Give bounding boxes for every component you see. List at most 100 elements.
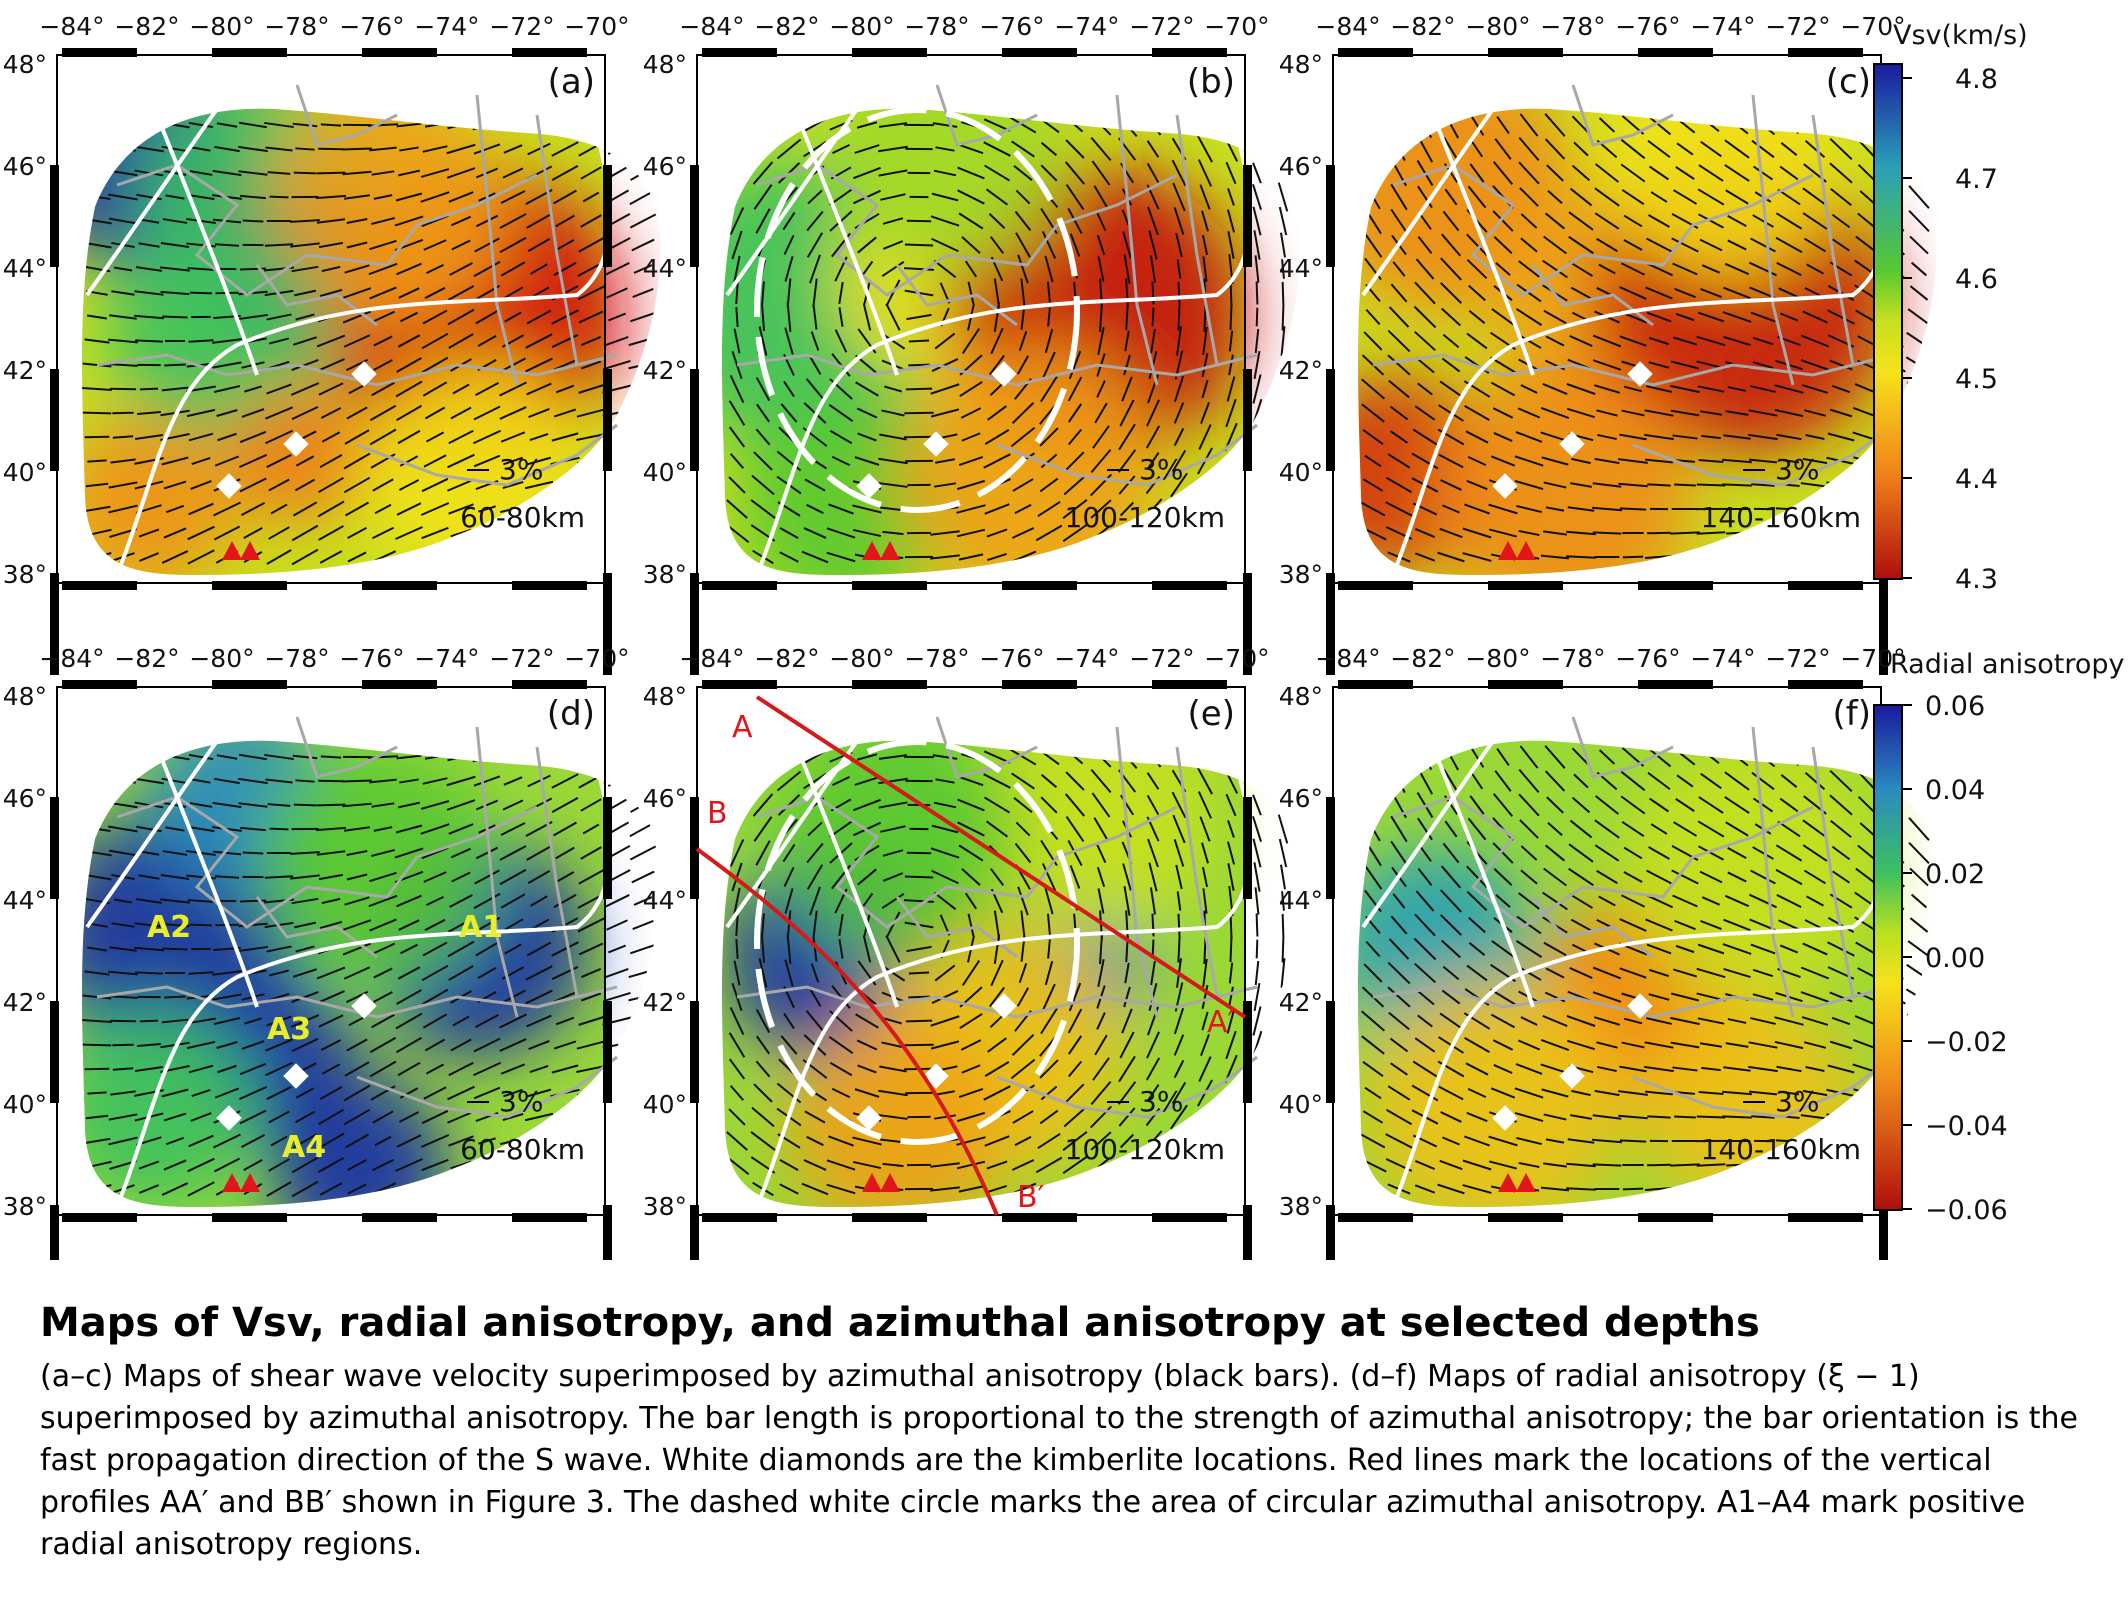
x-tick-label: −78°	[1540, 12, 1605, 41]
volcano-marker	[1516, 1173, 1536, 1192]
volcano-marker	[240, 1173, 260, 1192]
y-tick-label: 38°	[1279, 1192, 1323, 1221]
x-tick-label: −76°	[979, 644, 1044, 673]
y-tick-label: 40°	[3, 458, 47, 487]
circular-anisotropy-circle	[754, 107, 1080, 513]
x-tick-label: −76°	[1615, 12, 1680, 41]
profile-label: B′	[1017, 1180, 1045, 1215]
x-tick-label: −82°	[754, 12, 819, 41]
x-tick-label: −74°	[1054, 12, 1119, 41]
volcano-marker	[222, 1173, 242, 1192]
x-tick-label: −70°	[1840, 644, 1905, 673]
x-tick-label: −70°	[1204, 644, 1269, 673]
colorbar-tick-label: 4.5	[1955, 364, 1998, 395]
kimberlite-marker	[991, 993, 1017, 1019]
x-tick-label: −70°	[564, 644, 629, 673]
x-tick-label: −74°	[1054, 644, 1119, 673]
profile-lines	[695, 695, 1247, 1216]
y-tick-label: 44°	[643, 254, 687, 283]
colorbar-tick-label: 4.4	[1955, 464, 1998, 495]
depth-label: 140-160km	[1701, 1133, 1861, 1166]
kimberlite-marker	[856, 473, 882, 499]
y-tick-label: 38°	[643, 560, 687, 589]
y-tick-label: 42°	[1279, 356, 1323, 385]
colorbar-tick-label: −0.02	[1925, 1027, 2008, 1058]
x-tick-label: −78°	[904, 644, 969, 673]
volcano-marker	[222, 541, 242, 560]
caption-body: (a–c) Maps of shear wave velocity superi…	[40, 1359, 2078, 1562]
y-tick-label: 42°	[3, 988, 47, 1017]
colorbar-tick-label: 0.02	[1925, 859, 1985, 890]
map-panel-e: −84° −82° −80° −78° −76° −74° −72° −70° 48° 46° 44…	[643, 644, 1292, 1260]
x-tick-label: −76°	[339, 644, 404, 673]
x-tick-label: −70°	[1840, 12, 1905, 41]
volcano-marker	[1516, 541, 1536, 560]
y-tick-label: 38°	[643, 1192, 687, 1221]
x-tick-label: −84°	[1315, 12, 1380, 41]
x-tick-label: −74°	[414, 644, 479, 673]
y-tick-label: 38°	[3, 1192, 47, 1221]
x-tick-label: −84°	[1315, 644, 1380, 673]
profile-label: A	[732, 710, 753, 745]
colorbar-tick-label: 0.00	[1925, 943, 1985, 974]
kimberlite-marker	[351, 993, 377, 1019]
colorbar-vsv: Vsv(km/s) 4.8 4.7 4.6 4.5 4.4 4.3	[1873, 20, 2028, 595]
x-tick-label: −84°	[39, 644, 104, 673]
x-tick-label: −74°	[414, 12, 479, 41]
x-tick-label: −80°	[189, 644, 254, 673]
volcano-marker	[240, 541, 260, 560]
volcano-marker	[1498, 541, 1518, 560]
y-tick-label: 38°	[1279, 560, 1323, 589]
x-tick-label: −82°	[1390, 644, 1455, 673]
volcano-marker	[1498, 1173, 1518, 1192]
kimberlite-marker	[231, 693, 257, 719]
volcano-marker	[880, 1173, 900, 1192]
scale-label: 3%	[499, 1085, 543, 1118]
x-tick-label: −70°	[564, 12, 629, 41]
y-tick-label: 46°	[1279, 152, 1323, 181]
map-panel-c: −84° −82° −80° −78° −76° −74° −72° −70° 48° 46° 44…	[1279, 12, 1934, 675]
region-label: A2	[147, 910, 191, 945]
coastline-borders	[96, 716, 618, 1119]
colorbar-tick-label: −0.06	[1925, 1195, 2008, 1226]
y-tick-label: 42°	[643, 356, 687, 385]
x-tick-label: −74°	[1690, 12, 1755, 41]
kimberlite-marker	[923, 431, 949, 457]
kimberlite-marker	[871, 693, 897, 719]
kimberlite-marker	[216, 473, 242, 499]
y-tick-label: 42°	[643, 988, 687, 1017]
figure-caption: Maps of Vsv, radial anisotropy, and azim…	[40, 1300, 2100, 1566]
region-label: A4	[282, 1130, 326, 1165]
scale-label: 3%	[1775, 453, 1819, 486]
panel-label: (e)	[1188, 694, 1235, 734]
x-tick-label: −76°	[1615, 644, 1680, 673]
anisotropy-bars	[724, 743, 1292, 1202]
y-tick-label: 44°	[643, 886, 687, 915]
x-tick-label: −72°	[489, 644, 554, 673]
x-tick-label: −84°	[39, 12, 104, 41]
kimberlite-marker	[871, 61, 897, 87]
x-tick-label: −72°	[1129, 644, 1194, 673]
y-tick-label: 46°	[3, 784, 47, 813]
x-tick-label: −72°	[489, 12, 554, 41]
x-tick-label: −78°	[264, 644, 329, 673]
colorbar-radial-title: Radial anisotropy	[1890, 649, 2124, 680]
y-tick-label: 40°	[1279, 1090, 1323, 1119]
y-tick-label: 48°	[643, 682, 687, 711]
x-tick-label: −74°	[1690, 644, 1755, 673]
scale-label: 3%	[1139, 1085, 1183, 1118]
x-tick-label: −80°	[829, 644, 894, 673]
region-label: A3	[267, 1012, 311, 1047]
y-tick-label: 46°	[643, 152, 687, 181]
map-panel-f: −84° −82° −80° −78° −76° −74° −72° −70° 48° 46° 44…	[1279, 644, 1934, 1260]
y-tick-label: 42°	[1279, 988, 1323, 1017]
kimberlite-marker	[991, 361, 1017, 387]
scale-label: 3%	[1775, 1085, 1819, 1118]
panel-label: (a)	[548, 62, 595, 102]
x-tick-label: −78°	[264, 12, 329, 41]
volcano-marker	[862, 1173, 882, 1192]
y-tick-label: 48°	[3, 682, 47, 711]
y-tick-label: 38°	[3, 560, 47, 589]
y-tick-label: 40°	[643, 1090, 687, 1119]
x-tick-label: −80°	[829, 12, 894, 41]
